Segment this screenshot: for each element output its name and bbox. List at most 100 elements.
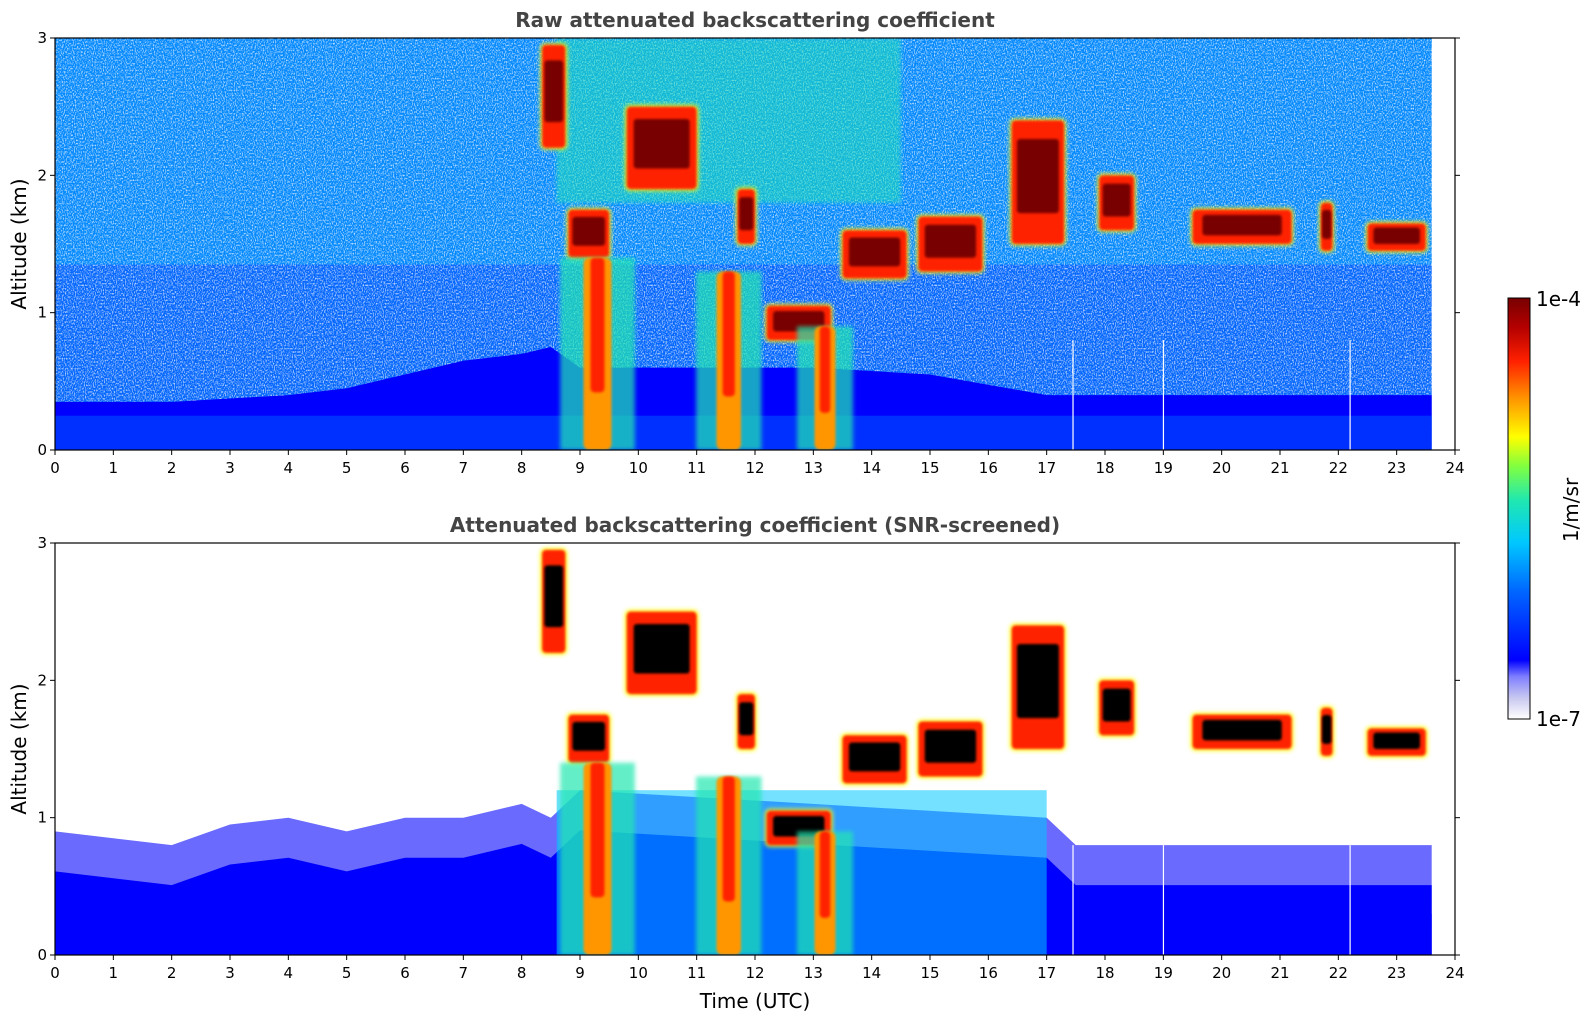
x-tick-label: 18 <box>1095 459 1114 477</box>
precip-center <box>819 831 831 918</box>
x-tick-label: 20 <box>1212 964 1231 982</box>
cloud-feature <box>840 228 909 281</box>
x-tick-label: 19 <box>1154 459 1173 477</box>
x-axis-label: Time (UTC) <box>699 989 811 1013</box>
x-tick-label: 17 <box>1037 964 1056 982</box>
chart-title: Attenuated backscattering coefficient (S… <box>450 513 1060 537</box>
cloud-core <box>1102 688 1131 722</box>
colorbar: 1e-4 1e-7 1/m/sr <box>1507 287 1583 731</box>
precip-center <box>590 762 605 898</box>
cloud-core <box>633 119 690 169</box>
x-tick-label: 22 <box>1329 459 1348 477</box>
cloud-core <box>739 702 754 736</box>
axis-ticks: 0 1 2 3 4 5 6 7 8 9 10 11 12 13 14 15 16 17 18 19 20 21 22 23 24… <box>37 29 1464 477</box>
cloud-core <box>544 60 564 123</box>
x-tick-label: 10 <box>629 459 648 477</box>
x-tick-label: 22 <box>1329 964 1348 982</box>
cloud-feature <box>696 271 762 450</box>
y-tick-label: 1 <box>37 809 47 827</box>
x-tick-label: 0 <box>50 964 60 982</box>
cloud-feature <box>1318 705 1335 758</box>
x-tick-label: 6 <box>400 964 410 982</box>
x-tick-label: 16 <box>979 964 998 982</box>
cloud-feature <box>1009 623 1067 751</box>
precip-center <box>590 257 605 393</box>
x-tick-label: 0 <box>50 459 60 477</box>
cloud-feature <box>560 257 635 450</box>
x-tick-label: 1 <box>109 964 119 982</box>
y-tick-label: 0 <box>37 441 47 459</box>
data-gap <box>1072 340 1074 450</box>
x-tick-label: 15 <box>920 964 939 982</box>
x-tick-label: 9 <box>575 459 585 477</box>
x-tick-label: 16 <box>979 459 998 477</box>
y-tick-label: 1 <box>37 304 47 322</box>
x-tick-label: 21 <box>1270 964 1289 982</box>
cloud-feature <box>797 326 853 450</box>
cloud-feature <box>840 733 909 786</box>
cloud-feature <box>735 187 757 246</box>
cloud-feature <box>624 104 699 192</box>
cloud-core <box>924 729 977 763</box>
chart-title: Raw attenuated backscattering coefficien… <box>515 8 995 32</box>
axis-ticks: 0 1 2 3 4 5 6 7 8 9 10 11 12 13 14 15 16 17 18 19 20 21 22 23 24… <box>37 534 1464 982</box>
y-tick-label: 2 <box>37 671 47 689</box>
x-tick-label: 13 <box>804 964 823 982</box>
cloud-core <box>739 197 754 231</box>
data-gap <box>1349 845 1351 955</box>
cloud-core <box>1102 183 1131 217</box>
x-tick-label: 1 <box>109 459 119 477</box>
y-tick-label: 0 <box>37 946 47 964</box>
colorbar-max-label: 1e-4 <box>1536 287 1581 311</box>
x-tick-label: 6 <box>400 459 410 477</box>
x-tick-label: 5 <box>342 964 352 982</box>
x-tick-label: 4 <box>284 964 294 982</box>
x-tick-label: 8 <box>517 459 527 477</box>
cloud-feature <box>1365 726 1428 758</box>
cloud-feature <box>566 207 612 260</box>
x-tick-label: 2 <box>167 964 177 982</box>
colorbar-unit-label: 1/m/sr <box>1559 477 1583 542</box>
cloud-feature <box>560 762 635 955</box>
panel-raw: Raw attenuated backscattering coefficien… <box>7 8 1465 477</box>
x-tick-label: 7 <box>459 964 469 982</box>
data-gap <box>1162 845 1165 955</box>
panel-screened: Attenuated backscattering coefficient (S… <box>7 513 1465 1013</box>
colorbar-gradient <box>1507 297 1531 720</box>
cloud-core <box>1016 643 1059 719</box>
cloud-feature <box>1190 207 1294 246</box>
cloud-feature <box>797 831 853 955</box>
x-tick-label: 11 <box>687 459 706 477</box>
x-tick-label: 20 <box>1212 459 1231 477</box>
cloud-feature <box>540 547 568 655</box>
heatmap-screened <box>55 543 1455 955</box>
x-tick-label: 11 <box>687 964 706 982</box>
cloud-feature <box>916 719 985 779</box>
x-tick-label: 24 <box>1445 459 1464 477</box>
data-gap <box>1162 340 1165 450</box>
x-tick-label: 14 <box>862 964 881 982</box>
cloud-feature <box>540 42 568 150</box>
x-tick-label: 12 <box>745 964 764 982</box>
x-tick-label: 13 <box>804 459 823 477</box>
x-tick-label: 21 <box>1270 459 1289 477</box>
cloud-core <box>633 624 690 674</box>
data-gap <box>1072 845 1074 955</box>
noisy-region <box>556 38 901 203</box>
cloud-feature <box>1009 118 1067 246</box>
y-axis-label: Altitude (km) <box>7 178 31 309</box>
cloud-feature <box>624 609 699 697</box>
cloud-core <box>572 216 606 246</box>
cloud-core <box>848 742 901 772</box>
x-tick-label: 18 <box>1095 964 1114 982</box>
data-gap <box>1349 340 1351 450</box>
x-tick-label: 2 <box>167 459 177 477</box>
x-tick-label: 5 <box>342 459 352 477</box>
cloud-core <box>848 237 901 267</box>
x-tick-label: 7 <box>459 459 469 477</box>
x-tick-label: 23 <box>1387 459 1406 477</box>
cloud-core <box>572 721 606 751</box>
cloud-feature <box>696 776 762 955</box>
cloud-feature <box>1097 678 1137 738</box>
